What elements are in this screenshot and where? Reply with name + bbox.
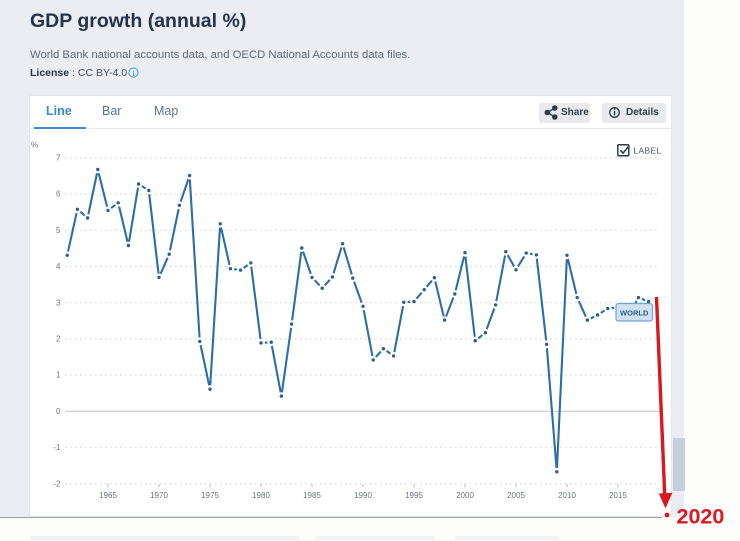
svg-text:3: 3: [56, 298, 61, 307]
svg-text:-1: -1: [53, 443, 61, 452]
svg-text:7: 7: [56, 154, 61, 163]
svg-text:5: 5: [56, 226, 61, 235]
svg-text:WORLD: WORLD: [620, 308, 649, 317]
svg-text:LABEL: LABEL: [634, 146, 662, 156]
svg-text:2: 2: [56, 335, 61, 344]
svg-text:6: 6: [56, 190, 61, 199]
svg-text:2020: 2020: [677, 505, 725, 529]
svg-text:2015: 2015: [609, 491, 627, 500]
svg-text:%: %: [31, 141, 38, 150]
svg-text:1: 1: [56, 371, 61, 380]
svg-text:1980: 1980: [252, 491, 270, 500]
svg-text:-2: -2: [53, 479, 61, 488]
svg-text:0: 0: [56, 407, 61, 416]
svg-text:1995: 1995: [405, 491, 423, 500]
svg-text:1990: 1990: [354, 491, 372, 500]
svg-text:4: 4: [56, 262, 61, 271]
svg-text:i: i: [132, 69, 134, 78]
svg-text:1965: 1965: [99, 491, 117, 500]
svg-text:2000: 2000: [456, 491, 474, 500]
svg-text:1975: 1975: [201, 491, 219, 500]
svg-text:2010: 2010: [558, 491, 576, 500]
svg-text:1985: 1985: [303, 491, 321, 500]
svg-text:2005: 2005: [507, 491, 525, 500]
svg-text:1970: 1970: [150, 491, 168, 500]
